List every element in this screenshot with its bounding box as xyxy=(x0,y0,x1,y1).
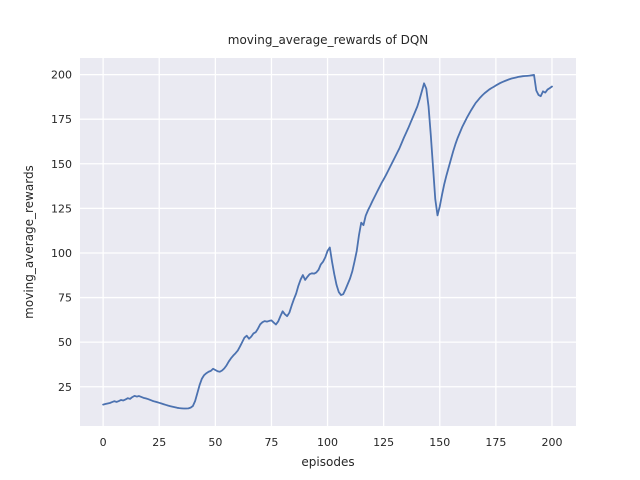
x-tick-label: 150 xyxy=(429,436,450,449)
gridlines xyxy=(80,58,576,426)
y-tick-label: 50 xyxy=(58,336,72,349)
x-tick-label: 50 xyxy=(208,436,222,449)
reward-line xyxy=(102,74,553,410)
x-tick-label: 175 xyxy=(485,436,506,449)
y-tick-label: 175 xyxy=(51,113,72,126)
y-tick-label: 200 xyxy=(51,69,72,82)
y-tick-label: 100 xyxy=(51,247,72,260)
x-tick-label: 25 xyxy=(152,436,166,449)
x-tick-label: 125 xyxy=(373,436,394,449)
y-tick-label: 25 xyxy=(58,381,72,394)
x-tick-label: 75 xyxy=(264,436,278,449)
x-tick-label: 200 xyxy=(541,436,562,449)
x-tick-label: 100 xyxy=(317,436,338,449)
y-tick-label: 150 xyxy=(51,158,72,171)
x-tick-label: 0 xyxy=(100,436,107,449)
y-tick-label: 75 xyxy=(58,292,72,305)
x-axis-label: episodes xyxy=(301,455,354,469)
y-tick-labels: 25 50 75 100 125 150 175 200 xyxy=(51,69,72,394)
chart-title: moving_average_rewards of DQN xyxy=(228,33,428,47)
y-tick-label: 125 xyxy=(51,202,72,215)
x-tick-labels: 0 25 50 75 100 125 150 175 200 xyxy=(100,436,563,449)
y-axis-label: moving_average_rewards xyxy=(22,165,36,319)
